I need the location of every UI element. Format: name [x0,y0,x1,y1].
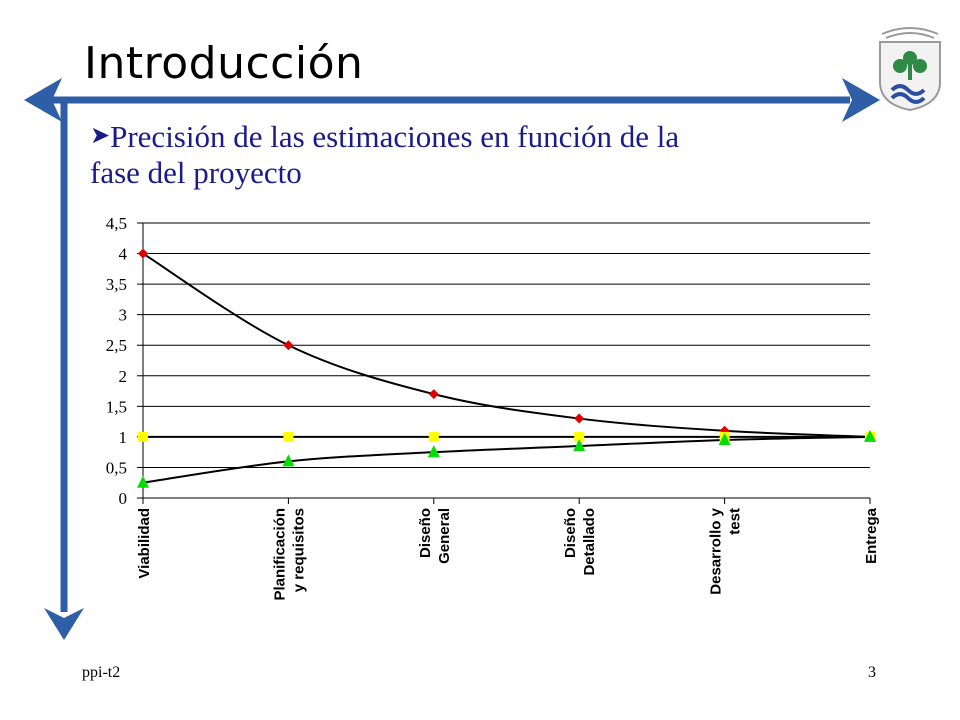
bullet-arrow-icon: ➤ [90,123,111,149]
chart-series-lines [142,252,871,484]
x-category-label: Diseño [562,508,579,558]
data-point-square [138,431,148,442]
y-tick-label: 0 [119,489,128,508]
chart-grid [143,222,870,468]
chart-markers [137,248,876,488]
bullet-line-1: Precisión de las estimaciones en función… [110,119,680,154]
series-line-3 [142,435,871,484]
institution-logo [879,27,941,112]
series-line-1 [142,252,871,438]
vertical-arrow [44,100,84,640]
x-category-label: Detallado [581,508,598,576]
data-point-diamond [574,413,585,424]
horizontal-double-arrow [24,78,880,122]
footer-page-number: 3 [868,664,876,681]
y-tick-label: 1 [119,428,128,447]
y-tick-label: 1,5 [106,397,127,416]
data-point-square [428,431,439,442]
y-tick-label: 2 [119,367,128,386]
y-tick-label: 3,5 [106,275,127,294]
y-tick-label: 0,5 [106,458,127,477]
chart-axes [137,222,871,504]
x-category-label: Viabilidad [136,508,153,579]
data-point-diamond [138,248,148,259]
data-point-square [574,431,585,442]
y-tick-label: 3 [119,306,128,325]
chart-labels: 0 0,5 1 1,5 2 2,5 3 3,5 4 4,5 Viabilidad Planificac… [106,214,880,601]
data-point-triangle [427,445,440,458]
y-tick-label: 4 [119,245,128,264]
x-category-label: Desarrollo y [708,507,725,594]
x-category-label: test [727,508,744,535]
x-category-label: Diseño [417,508,434,558]
footer-course-code: ppi-t2 [82,664,121,681]
data-point-diamond [428,389,439,400]
x-category-label: Planificación [271,508,288,601]
data-point-square [283,431,294,442]
data-point-triangle [573,439,586,452]
data-point-diamond [283,340,294,351]
data-point-triangle [282,454,295,467]
y-tick-label: 2,5 [106,336,127,355]
x-category-label: General [436,508,453,564]
x-category-label: Entrega [863,507,880,564]
data-point-triangle [718,432,731,445]
data-point-triangle [864,429,876,442]
slide-title: Introducción [84,38,364,89]
x-category-label: y requisitos [290,508,307,592]
bullet-line-2: fase del proyecto [90,155,302,190]
y-tick-label: 4,5 [106,214,127,233]
data-point-triangle [137,475,149,488]
bullet-text: ➤Precisión de las estimaciones en funció… [90,118,810,191]
